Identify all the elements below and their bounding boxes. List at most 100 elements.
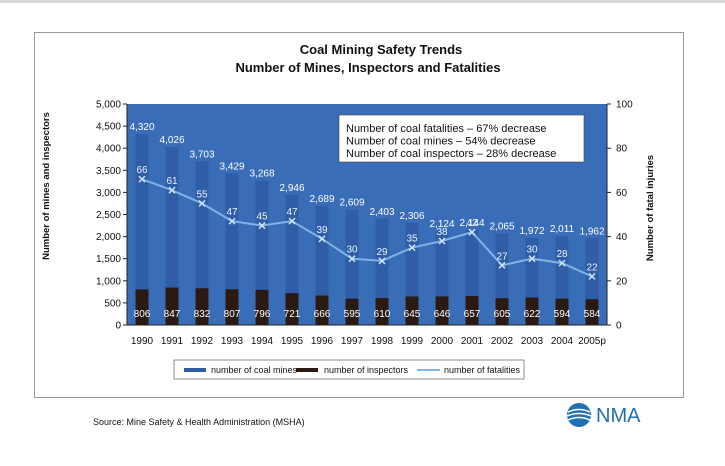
inspectors-value-label: 807 [224, 309, 241, 320]
fatalities-value-label: 47 [226, 207, 238, 218]
mines-value-label: 1,972 [519, 226, 544, 237]
nma-globe-icon [566, 403, 592, 427]
annotation-box [338, 114, 585, 163]
inspectors-value-label: 666 [314, 309, 331, 320]
inspectors-bar [315, 295, 329, 325]
mines-value-label: 2,011 [550, 224, 575, 235]
y-tick-label: 0 [115, 321, 121, 332]
y2-tick-label: 60 [616, 188, 628, 199]
chart-title: Coal Mining Safety Trends [300, 42, 463, 57]
mines-value-label: 2,065 [489, 222, 514, 233]
inspectors-bar [285, 293, 299, 325]
fatalities-value-label: 30 [346, 245, 358, 256]
y-tick-label: 1,000 [96, 276, 121, 287]
legend-label-mines: number of coal mines [211, 365, 298, 375]
fatalities-point [288, 217, 296, 225]
inspectors-value-label: 796 [254, 309, 271, 320]
y2-tick-label: 80 [616, 144, 628, 155]
mines-value-label: 3,703 [189, 149, 214, 160]
x-tick-label: 1994 [251, 336, 274, 347]
inspectors-bar [375, 298, 389, 325]
inspectors-bar [435, 296, 449, 325]
mines-bar [285, 194, 299, 325]
fatalities-point [528, 255, 536, 263]
mines-value-label: 4,320 [129, 122, 154, 133]
fatalities-point [258, 222, 266, 230]
x-tick-label: 1999 [401, 336, 424, 347]
fatalities-value-label: 35 [406, 234, 418, 245]
fatalities-value-label: 22 [586, 262, 598, 273]
fatalities-value-label: 42 [466, 218, 478, 229]
y2-tick-label: 20 [616, 276, 628, 287]
y-tick-label: 3,500 [96, 166, 121, 177]
x-tick-label: 2002 [491, 336, 514, 347]
fatalities-value-label: 27 [496, 251, 508, 262]
y-tick-label: 3,000 [96, 188, 121, 199]
fatalities-value-label: 45 [256, 212, 268, 223]
annotation-text: Number of coal inspectors – 28% decrease [346, 148, 556, 160]
fatalities-value-label: 61 [166, 176, 178, 187]
fatalities-line [141, 178, 593, 278]
inspectors-value-label: 832 [194, 309, 211, 320]
x-tick-label: 2003 [521, 336, 544, 347]
inspectors-value-label: 806 [134, 309, 151, 320]
x-tick-label: 1990 [131, 336, 154, 347]
y-tick-label: 500 [104, 298, 121, 309]
x-tick-label: 2001 [461, 336, 484, 347]
fatalities-point [558, 259, 566, 267]
inspectors-value-label: 622 [524, 309, 541, 320]
x-tick-label: 1991 [161, 336, 184, 347]
inspectors-bar [405, 296, 419, 325]
legend-swatch-inspectors [296, 368, 318, 372]
fatalities-point [168, 186, 176, 194]
x-tick-label: 1998 [371, 336, 394, 347]
mines-value-label: 3,429 [219, 161, 244, 172]
inspectors-bar [255, 289, 269, 325]
x-tick-label: 1995 [281, 336, 304, 347]
inspectors-value-label: 595 [344, 309, 361, 320]
x-tick-label: 1997 [341, 336, 364, 347]
inspectors-value-label: 645 [404, 309, 421, 320]
inspectors-bar [555, 298, 569, 325]
inspectors-value-label: 646 [434, 309, 451, 320]
x-tick-label: 2004 [551, 336, 574, 347]
y2-tick-label: 0 [616, 321, 622, 332]
inspectors-bar [495, 298, 509, 325]
inspectors-bar [225, 289, 239, 325]
mines-value-label: 2,946 [279, 183, 304, 194]
fatalities-point [468, 228, 476, 236]
legend-box [173, 359, 525, 380]
inspectors-value-label: 721 [284, 309, 301, 320]
y-tick-label: 4,500 [96, 122, 121, 133]
x-tick-label: 2005p [578, 336, 606, 347]
plot-area: 0 500 1,000 1,500 2,000 2,500 3,000 3,500 4,000 4… [41, 100, 656, 380]
chart-subtitle: Number of Mines, Inspectors and Fataliti… [235, 60, 500, 75]
fatalities-value-label: 39 [316, 225, 328, 236]
nma-logo: NMA [566, 403, 641, 427]
y-tick-label: 5,000 [96, 100, 121, 111]
nma-logo-text: NMA [596, 405, 641, 427]
inspectors-value-label: 847 [164, 309, 181, 320]
x-tick-label: 2000 [431, 336, 454, 347]
mines-value-label: 2,144 [459, 218, 484, 229]
fatalities-point [438, 237, 446, 245]
mines-value-label: 3,268 [249, 169, 274, 180]
mines-bar [255, 180, 269, 325]
mines-value-label: 2,609 [339, 198, 364, 209]
fatalities-value-label: 30 [526, 245, 538, 256]
fatalities-value-label: 55 [196, 189, 208, 200]
legend-label-fatalities: number of fatalities [444, 365, 521, 375]
fatalities-value-label: 66 [136, 165, 148, 176]
y-tick-label: 1,500 [96, 254, 121, 265]
y-tick-label: 2,000 [96, 232, 121, 243]
y2-tick-label: 100 [616, 100, 633, 111]
annotation-text: Number of coal mines – 54% decrease [346, 136, 536, 148]
legend-label-inspectors: number of inspectors [324, 365, 409, 375]
fatalities-point [138, 175, 146, 183]
top-edge-line [0, 0, 725, 3]
fatalities-point [318, 235, 326, 243]
fatalities-value-label: 38 [436, 227, 448, 238]
y-tick-label: 2,500 [96, 210, 121, 221]
mines-value-label: 1,962 [579, 226, 604, 237]
